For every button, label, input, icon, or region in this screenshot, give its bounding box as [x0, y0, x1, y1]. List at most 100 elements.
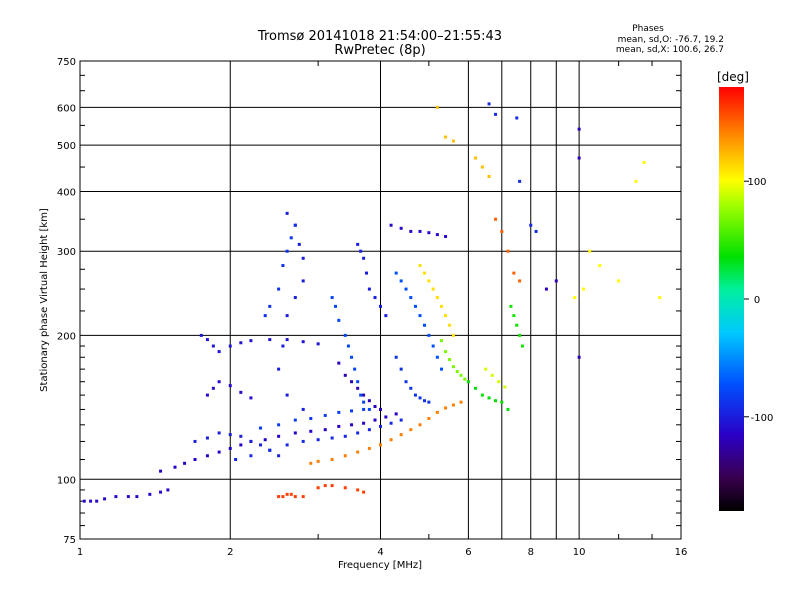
y-tick-label: 600 — [57, 103, 76, 114]
y-tick-label: 400 — [57, 187, 76, 198]
data-point — [316, 342, 320, 346]
data-point — [316, 459, 320, 463]
data-point — [367, 446, 371, 450]
data-point — [350, 355, 354, 359]
x-axis-title: Frequency [MHz] — [338, 560, 422, 571]
data-point — [413, 304, 417, 308]
data-point — [487, 174, 491, 178]
data-point — [268, 448, 272, 452]
data-point — [353, 367, 357, 371]
data-point — [399, 226, 403, 230]
data-point — [506, 249, 510, 253]
data-point — [444, 406, 448, 410]
data-point — [497, 380, 501, 384]
data-point — [350, 380, 354, 384]
data-point — [515, 323, 519, 327]
data-point — [285, 249, 289, 253]
data-point — [281, 344, 285, 348]
data-point — [435, 233, 439, 237]
data-point — [362, 256, 366, 260]
data-point — [285, 443, 289, 447]
data-point — [444, 314, 448, 318]
data-point — [343, 333, 347, 337]
data-point — [367, 287, 371, 291]
data-point — [367, 428, 371, 432]
data-point — [379, 443, 382, 447]
data-point — [259, 426, 263, 430]
data-point — [277, 495, 281, 499]
data-point — [435, 355, 439, 359]
data-point — [404, 380, 408, 384]
x-tick-label: 6 — [465, 547, 471, 558]
data-point — [356, 450, 360, 454]
data-point — [330, 457, 334, 461]
data-point — [277, 367, 281, 371]
data-point — [293, 296, 297, 300]
data-point — [494, 399, 498, 403]
data-point — [554, 279, 558, 283]
grid-lines — [80, 61, 681, 539]
data-point — [356, 431, 360, 435]
data-point — [126, 495, 130, 499]
data-point — [365, 271, 369, 275]
data-point — [82, 499, 86, 503]
data-point — [356, 242, 360, 246]
data-point — [346, 344, 350, 348]
data-point — [301, 439, 305, 443]
data-point — [506, 407, 510, 411]
data-point — [494, 112, 498, 116]
data-point — [337, 410, 341, 414]
data-point — [333, 304, 337, 308]
data-point — [577, 156, 581, 160]
data-point — [343, 373, 347, 377]
data-point — [487, 396, 491, 400]
data-point — [448, 358, 452, 362]
y-tick-labels: 75 100 200 300 400 500 600 750 — [57, 57, 76, 546]
data-point — [285, 338, 289, 342]
data-point — [277, 454, 281, 458]
data-point — [263, 438, 267, 442]
data-point — [343, 454, 347, 458]
data-point — [440, 304, 444, 308]
data-point — [418, 423, 422, 427]
data-point — [509, 304, 513, 308]
data-point — [301, 279, 305, 283]
x-tick-label: 10 — [573, 547, 586, 558]
data-point — [362, 393, 366, 397]
data-point — [404, 287, 408, 291]
data-point — [422, 271, 426, 275]
data-point — [427, 333, 431, 337]
data-point — [384, 415, 388, 419]
colorbar-ticks: 100 0 -100 — [744, 177, 773, 424]
data-point — [239, 434, 243, 438]
data-point — [573, 296, 577, 300]
data-point — [362, 407, 366, 411]
data-point — [277, 423, 281, 427]
data-point — [494, 217, 498, 221]
data-point — [379, 304, 382, 308]
axis-ticks — [80, 61, 681, 539]
data-point — [159, 490, 163, 494]
data-point — [205, 393, 209, 397]
data-point — [427, 279, 431, 283]
data-point — [448, 323, 452, 327]
data-point — [359, 393, 363, 397]
data-point — [658, 296, 662, 300]
data-point — [285, 492, 289, 496]
data-point — [389, 438, 393, 442]
data-point — [193, 457, 197, 461]
y-tick-label: 750 — [57, 57, 76, 68]
data-point — [451, 139, 455, 143]
data-point — [588, 249, 592, 253]
y-tick-label: 75 — [63, 535, 76, 546]
data-point — [422, 323, 426, 327]
x-tick-label: 8 — [528, 547, 534, 558]
data-point — [534, 229, 538, 233]
data-point — [285, 211, 289, 215]
data-point — [389, 223, 393, 227]
data-point — [350, 423, 354, 427]
data-point — [293, 495, 297, 499]
data-point — [249, 396, 253, 400]
data-point — [337, 318, 341, 322]
data-point — [394, 271, 398, 275]
